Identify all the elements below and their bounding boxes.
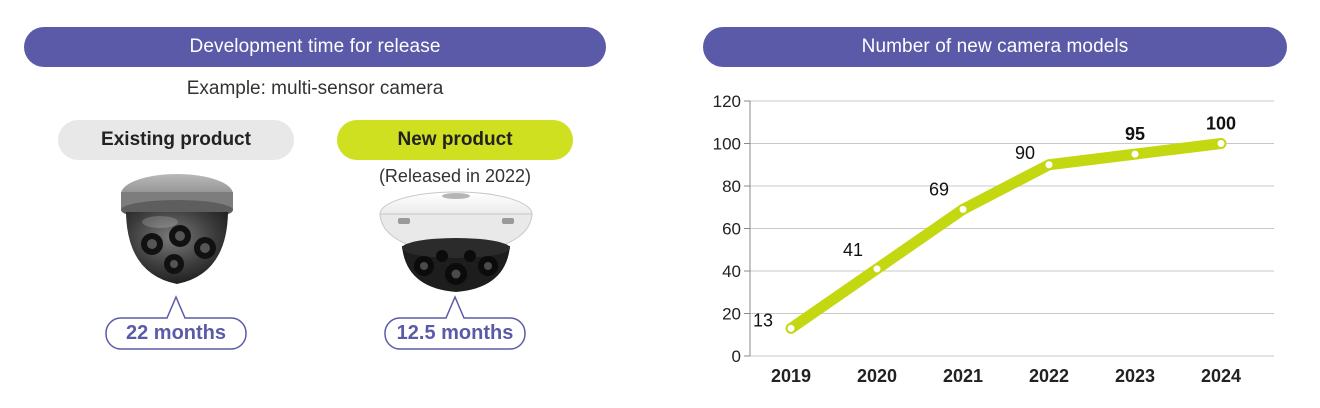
chart-gridlines	[744, 100, 1274, 357]
new-product-pill: New product	[337, 120, 573, 160]
camera-models-banner: Number of new camera models	[703, 27, 1287, 67]
data-label: 69	[929, 179, 949, 199]
new-camera-image	[379, 191, 533, 292]
new-duration-bubble: 12.5 months	[380, 294, 530, 354]
data-point	[1217, 140, 1225, 147]
x-tick-label: 2023	[1115, 366, 1155, 386]
series-line	[785, 138, 1227, 334]
speech-bubble-icon	[384, 295, 526, 350]
example-subtitle: Example: multi-sensor camera	[186, 78, 444, 99]
existing-product-pill: Existing product	[58, 120, 294, 160]
data-label: 13	[753, 310, 773, 330]
new-duration-text: 12.5 months	[396, 321, 514, 344]
y-tick-label: 20	[722, 305, 741, 324]
data-point	[1131, 150, 1139, 158]
data-point	[959, 205, 967, 213]
data-label: 95	[1125, 124, 1145, 144]
existing-duration-text: 22 months	[125, 321, 227, 344]
x-tick-label: 2022	[1029, 366, 1069, 386]
development-time-banner: Development time for release	[24, 27, 606, 67]
y-tick-label: 120	[713, 92, 741, 111]
data-labels: 13 41 69 90 95 100	[753, 114, 1236, 331]
y-tick-label: 100	[713, 135, 741, 154]
y-tick-label: 40	[722, 262, 741, 281]
x-tick-label: 2024	[1201, 366, 1241, 386]
x-axis-ticks: 2019 2020 2021 2022 2023 2024	[771, 366, 1241, 386]
y-tick-label: 60	[722, 220, 741, 239]
release-note: (Released in 2022)	[378, 166, 532, 186]
x-tick-label: 2021	[943, 366, 983, 386]
y-tick-label: 80	[722, 177, 741, 196]
existing-camera-image	[121, 174, 233, 284]
x-tick-label: 2020	[857, 366, 897, 386]
data-label: 100	[1206, 114, 1236, 134]
y-tick-label: 0	[732, 347, 741, 366]
data-point	[787, 324, 795, 332]
data-label: 90	[1015, 143, 1035, 163]
existing-duration-bubble: 22 months	[101, 294, 251, 354]
y-axis-ticks: 0 20 40 60 80 100 120	[713, 92, 741, 366]
series-line-path	[785, 138, 1227, 334]
data-label: 41	[843, 240, 863, 260]
x-tick-label: 2019	[771, 366, 811, 386]
speech-bubble-icon	[105, 295, 247, 350]
data-point	[1045, 161, 1053, 169]
data-point	[873, 265, 881, 273]
line-chart: 0 20 40 60 80 100 120 2019 2020 2021 2022 2023 2024…	[713, 92, 1274, 386]
series-points	[787, 140, 1225, 332]
